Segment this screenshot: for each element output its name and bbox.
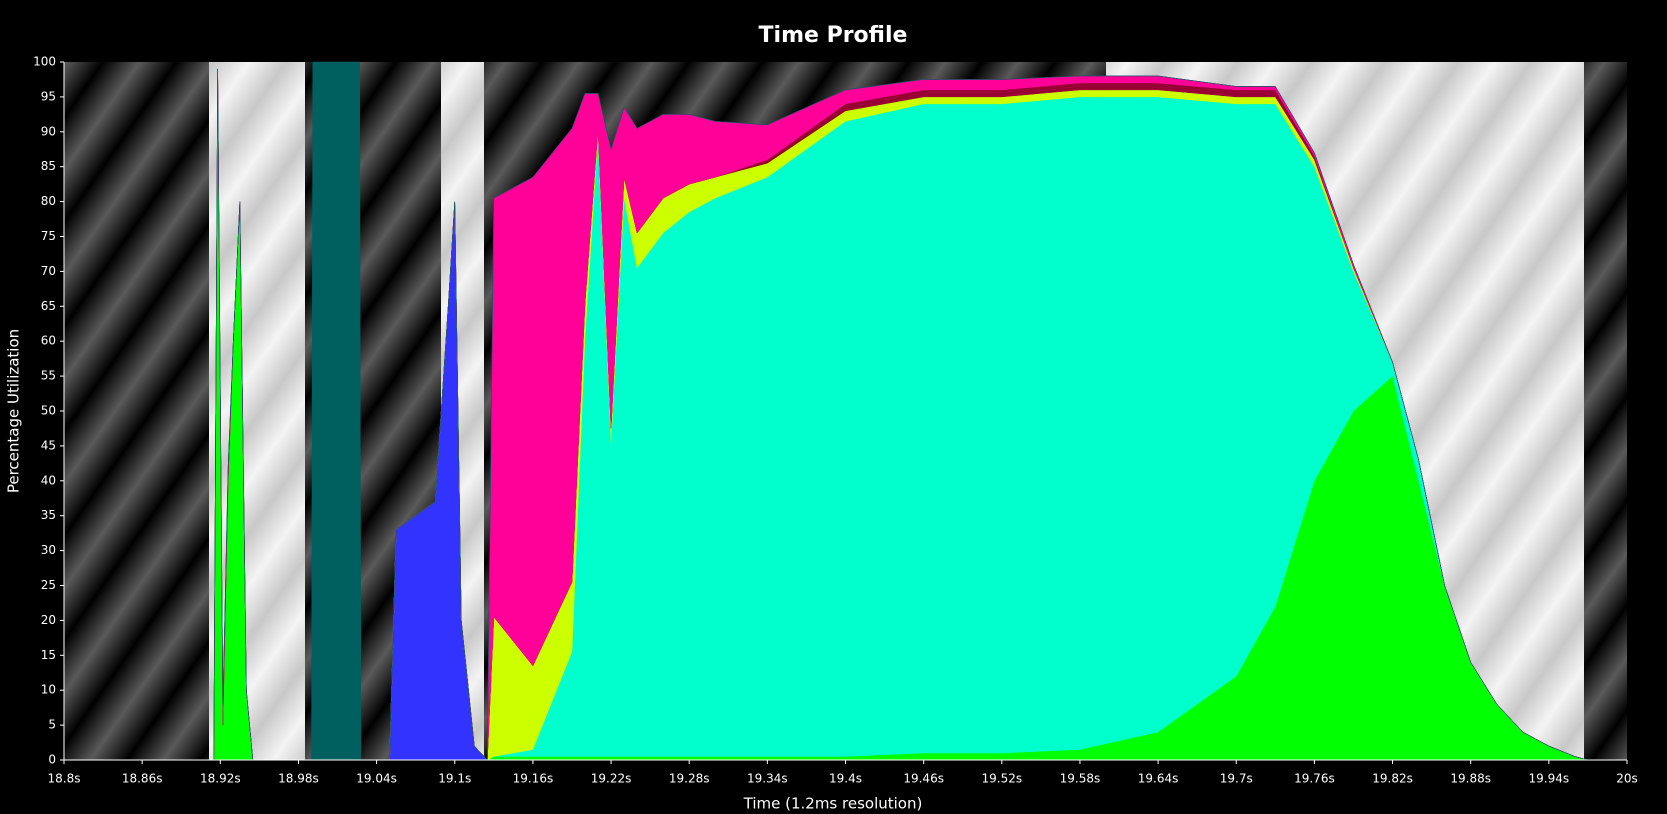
x-tick-label: 19.64s (1138, 772, 1179, 786)
y-tick-label: 0 (48, 753, 56, 767)
y-tick-label: 35 (41, 508, 56, 522)
marks (64, 61, 1627, 761)
x-tick-label: 19.82s (1372, 772, 1413, 786)
x-tick-label: 19.76s (1294, 772, 1335, 786)
x-tick-label: 19.4s (829, 772, 862, 786)
area (64, 61, 1627, 761)
y-tick-label: 60 (41, 334, 56, 348)
y-tick-label: 20 (41, 613, 56, 627)
x-tick-label: 19.88s (1450, 772, 1491, 786)
y-tick-label: 70 (41, 264, 56, 278)
y-tick-label: 75 (41, 229, 56, 243)
x-tick-label: 19.1s (438, 772, 471, 786)
x-tick-label: 19.04s (356, 772, 397, 786)
y-tick-label: 100 (33, 55, 56, 69)
y-tick-label: 45 (41, 438, 56, 452)
axes: 0 5 10 15 20 25 30 35 40 45 50 55 60 65 70 75 80 85 90 95 10… (33, 55, 1638, 786)
y-tick-label: 55 (41, 369, 56, 383)
x-tick-label: 19.7s (1220, 772, 1253, 786)
y-tick-label: 65 (41, 299, 56, 313)
y-tick-label: 30 (41, 543, 56, 557)
y-tick-label: 95 (41, 89, 56, 103)
chart-title: Time Profile (759, 23, 908, 48)
y-tick-label: 40 (41, 473, 56, 487)
x-tick-label: 19.52s (981, 772, 1022, 786)
x-tick-label: 19.94s (1529, 772, 1570, 786)
x-tick-label: 19.22s (591, 772, 632, 786)
x-tick-label: 18.86s (122, 772, 163, 786)
x-tick-label: 19.46s (903, 772, 944, 786)
y-tick-label: 25 (41, 578, 56, 592)
x-tick-label: 19.34s (747, 772, 788, 786)
x-tick-label: 18.98s (278, 772, 319, 786)
x-tick-label: 18.92s (200, 772, 241, 786)
x-tick-label: 19.16s (513, 772, 554, 786)
y-tick-label: 50 (41, 404, 56, 418)
y-tick-label: 10 (41, 683, 56, 697)
y-tick-label: 90 (41, 124, 56, 138)
y-tick-label: 15 (41, 648, 56, 662)
y-axis-label: Percentage Utilization (5, 329, 23, 493)
x-tick-label: 19.58s (1060, 772, 1101, 786)
idle-region (209, 62, 305, 760)
y-tick-label: 85 (41, 159, 56, 173)
x-tick-label: 18.8s (48, 772, 81, 786)
y-tick-label: 80 (41, 194, 56, 208)
x-axis-label: Time (1.2ms resolution) (743, 795, 923, 813)
y-tick-label: 5 (48, 718, 56, 732)
x-tick-label: 19.28s (669, 772, 710, 786)
x-tick-label: 20s (1616, 772, 1638, 786)
